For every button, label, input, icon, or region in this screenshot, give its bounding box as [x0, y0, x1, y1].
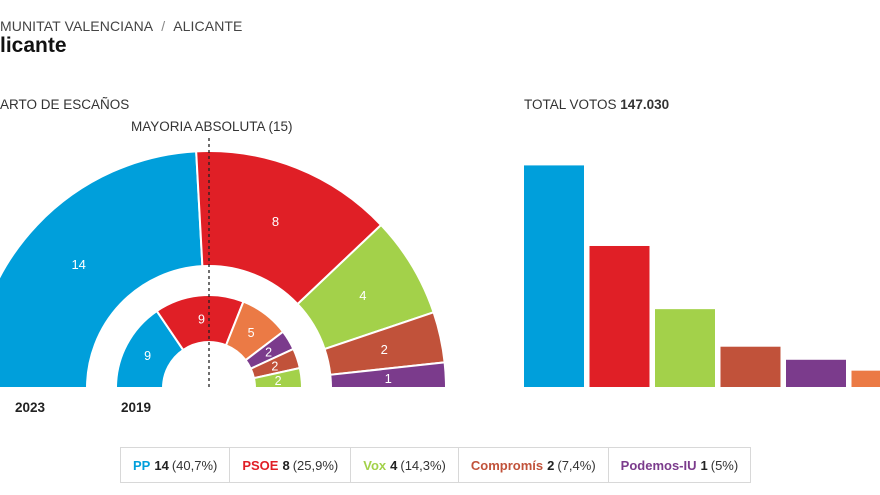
legend-party-name: Compromís: [470, 457, 544, 473]
seats-2023-seat-label-compromis: 2: [381, 342, 388, 357]
legend-item-compromis[interactable]: Compromís 2 (7,4%): [459, 448, 609, 482]
breadcrumb-separator: /: [161, 18, 166, 34]
votes-bar-other[interactable]: [851, 370, 880, 387]
legend-party-name: PSOE: [242, 457, 279, 473]
legend-item-vox[interactable]: Vox 4 (14,3%): [351, 448, 459, 482]
seats-2019-slice-vox[interactable]: [252, 366, 304, 389]
seats-2023-seat-label-psoe: 8: [272, 214, 279, 229]
seats-2023-seat-label-pp: 14: [71, 257, 85, 272]
legend-percent: (7,4%): [557, 457, 596, 473]
seats-2019-seat-label-ciudadanos: 5: [248, 326, 255, 340]
legend-seats: 1: [700, 457, 708, 473]
seats-2019-seat-label-vox: 2: [275, 374, 282, 388]
legend-item-pp[interactable]: PP 14 (40,7%): [121, 448, 231, 482]
seats-2023-slice-podemos-iu[interactable]: [329, 361, 448, 389]
legend-seats: 14: [154, 457, 169, 473]
votes-total-value: 147.030: [620, 97, 670, 112]
seats-2023-slice-pp[interactable]: [0, 150, 204, 389]
legend-percent: (14,3%): [400, 457, 446, 473]
legend-party-name: Vox: [363, 457, 387, 473]
seats-2023-seat-label-podemos-iu: 1: [385, 371, 392, 386]
seats-2023-seat-label-vox: 4: [359, 288, 366, 303]
votes-bar-compromis[interactable]: [720, 346, 781, 387]
seats-section-label: ARTO DE ESCAÑOS: [0, 97, 130, 112]
legend-percent: (40,7%): [171, 457, 218, 473]
legend: PP 14 (40,7%) PSOE 8 (25,9%) Vox 4 (14,3%) Compro…: [120, 447, 752, 483]
legend-party-name: Podemos-IU: [620, 457, 697, 473]
seats-2019-seat-label-compromis: 2: [271, 359, 278, 373]
seats-2023-slice-psoe[interactable]: [195, 150, 383, 306]
legend-seats: 8: [282, 457, 290, 473]
year-label-2023: 2023: [15, 400, 46, 415]
page-title: licante: [0, 34, 67, 57]
votes-bar-psoe[interactable]: [589, 245, 650, 387]
legend-party-name: PP: [133, 457, 151, 473]
year-label-2019: 2019: [121, 400, 152, 415]
legend-seats: 4: [390, 457, 398, 473]
majority-label: MAYORIA ABSOLUTA (15): [131, 119, 293, 134]
legend-item-psoe[interactable]: PSOE 8 (25,9%): [230, 448, 352, 482]
votes-section-label: TOTAL VOTOS 147.030: [524, 97, 669, 112]
seats-2019-seat-label-pp: 9: [144, 349, 151, 363]
breadcrumb: MUNITAT VALENCIANA / ALICANTE: [0, 18, 243, 34]
votes-bar-vox[interactable]: [655, 309, 715, 387]
votes-bar-chart: [524, 165, 880, 387]
breadcrumb-city[interactable]: ALICANTE: [173, 18, 243, 34]
breadcrumb-region[interactable]: MUNITAT VALENCIANA: [0, 18, 154, 34]
legend-item-podemos-iu[interactable]: Podemos-IU 1 (5%): [609, 448, 751, 482]
votes-label-prefix: TOTAL VOTOS: [524, 97, 617, 112]
seats-2023-ring: 14 8 4 2 1: [0, 150, 448, 389]
legend-percent: (5%): [710, 457, 739, 473]
seats-2019-seat-label-psoe: 9: [198, 312, 205, 326]
votes-bar-pp[interactable]: [524, 165, 584, 387]
legend-percent: (25,9%): [292, 457, 339, 473]
votes-bar-podemos-iu[interactable]: [786, 359, 846, 387]
seats-2019-seat-label-podemos: 2: [265, 346, 272, 360]
legend-seats: 2: [547, 457, 555, 473]
